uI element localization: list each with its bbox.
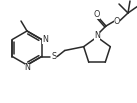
Text: N: N	[94, 31, 100, 40]
Text: O: O	[94, 10, 100, 19]
Text: N: N	[25, 64, 30, 73]
Text: O: O	[114, 16, 120, 26]
Text: N: N	[42, 35, 48, 44]
Text: S: S	[51, 52, 56, 61]
